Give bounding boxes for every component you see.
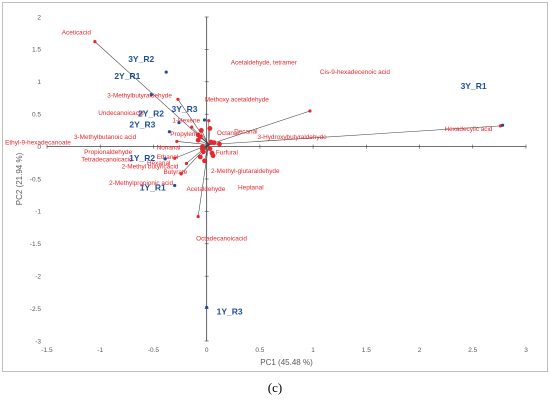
observation-label: 2Y_R3 [129, 120, 155, 130]
x-tick-label: 0 [205, 347, 209, 354]
loading-vector [177, 99, 209, 145]
variable-label: 2-Methyl-glutaraldehyde [211, 168, 280, 175]
variable-label: Hexadecylic acid [445, 126, 493, 133]
observation-label: 1Y_R2 [129, 153, 155, 163]
observation-point [163, 157, 167, 161]
observation-point [205, 305, 209, 309]
variable-point [190, 125, 194, 129]
variable-point-cluster [217, 141, 222, 147]
x-tick-label: 2.5 [468, 347, 477, 354]
y-tick-label: 1.5 [32, 47, 41, 54]
loading-vector [176, 141, 209, 145]
variable-label: Cis-9-hexadecenoic acid [320, 69, 390, 76]
variable-point [179, 172, 183, 176]
y-tick-label: 1 [37, 79, 41, 86]
variable-point-cluster [207, 146, 213, 151]
variable-label: Propylene [170, 131, 199, 138]
variable-label: Butyrate [163, 169, 187, 176]
variable-point [175, 139, 179, 144]
variable-point-cluster [202, 158, 207, 164]
variable-point [184, 161, 189, 166]
variable-label: Hexanal [147, 160, 170, 167]
observation-point [202, 118, 207, 122]
variable-point-cluster [207, 126, 213, 131]
y-tick-label: -2 [35, 274, 41, 281]
variable-label: 3-Hydroxybutyraldehyde [257, 134, 327, 141]
variable-point-cluster [197, 154, 203, 160]
y-tick-label: -1.5 [30, 241, 42, 248]
observation-point [173, 183, 177, 188]
x-tick-label: -1.5 [41, 347, 53, 354]
figure-caption: (c) [267, 380, 283, 395]
variable-point [173, 156, 177, 160]
variable-label: 3-Methylbutyraldehyde [107, 92, 172, 99]
x-tick-label: 1 [311, 347, 315, 354]
variable-label: Acetaldehyde, tetramer [231, 60, 298, 67]
variable-point [176, 97, 180, 101]
variable-point [196, 214, 200, 219]
loading-vector [197, 144, 209, 217]
observation-point [167, 130, 172, 134]
x-tick-label: 3 [524, 347, 528, 354]
variable-label: Ethanol [157, 154, 179, 161]
variable-label: Methoxy acetaldehyde [205, 96, 269, 103]
observation-label: 2Y_R2 [138, 109, 164, 119]
variable-point [93, 40, 97, 44]
variable-label: Ethyl-9-hexadecanoate [5, 139, 71, 146]
y-tick-label: 2 [37, 14, 41, 21]
x-tick-label: -1 [97, 347, 103, 354]
variable-label: Tetradecanoicacid [81, 156, 133, 163]
x-tick-label: 1.5 [362, 347, 371, 354]
y-tick-label: -2.5 [30, 306, 42, 313]
observation-point [500, 123, 505, 127]
variable-label: Octadecanoicacid [196, 236, 247, 243]
chart-frame [2, 2, 548, 372]
variable-label: Nonanal [157, 145, 181, 152]
variable-point-cluster [211, 140, 217, 146]
observation-label: 3Y_R3 [172, 104, 198, 114]
observation-point [177, 121, 181, 125]
variable-point [207, 119, 211, 123]
x-tick-label: 2 [418, 347, 422, 354]
variable-point-cluster [195, 137, 201, 143]
variable-label: Heptanal [238, 185, 264, 192]
loading-vector [201, 130, 209, 145]
y-tick-label: 0 [37, 144, 41, 151]
variable-label: Octanal [217, 130, 239, 137]
variable-point-cluster [210, 153, 216, 159]
variable-label: 2-Methyl butyricacid [122, 163, 179, 170]
variable-point-cluster [198, 127, 204, 133]
observation-label: 3Y_R1 [461, 81, 487, 91]
loading-vector [186, 144, 209, 164]
variable-label: Aceticacid [62, 30, 92, 37]
x-tick-label: -0.5 [148, 347, 160, 354]
x-tick-label: 0.5 [255, 347, 264, 354]
observation-label: 1Y_R3 [217, 306, 243, 316]
y-tick-label: -3 [35, 338, 41, 345]
x-axis-title: PC1 (45.48 %) [260, 358, 313, 367]
variable-label: Undecanoicacid [98, 110, 144, 117]
variable-point [308, 109, 312, 113]
variable-label: 2-Methylpropionic acid [109, 180, 173, 187]
variable-label: 3-Methylbutanoic acid [74, 134, 137, 141]
observation-label: 2Y_R1 [114, 71, 140, 81]
variable-label: Furfural [216, 150, 238, 157]
y-tick-label: -0.5 [30, 176, 42, 183]
variable-point-cluster [201, 149, 206, 155]
loading-vector [208, 110, 311, 145]
observation-label: 3Y_R2 [128, 54, 154, 64]
loading-vector [208, 125, 501, 145]
y-tick-label: -1 [35, 209, 41, 216]
pca-biplot: -1.5 -1 -0.5 0 0.5 1 1.5 2 2.5 3 2 1.5 1 0.5 0 -0.5 -1 -1… [5, 14, 528, 367]
observation-point [164, 70, 168, 74]
observation-point [149, 93, 153, 97]
variable-label: 1-Hexene [172, 117, 200, 124]
y-tick-label: 0.5 [32, 112, 41, 119]
variable-label: Acetaldehyde [187, 186, 226, 193]
observation-label: 1Y_R1 [140, 182, 166, 192]
loading-vector [94, 41, 209, 145]
variable-label: Propionaldehyde [84, 149, 132, 156]
y-axis-title: PC2 (21.94 %) [15, 152, 24, 205]
